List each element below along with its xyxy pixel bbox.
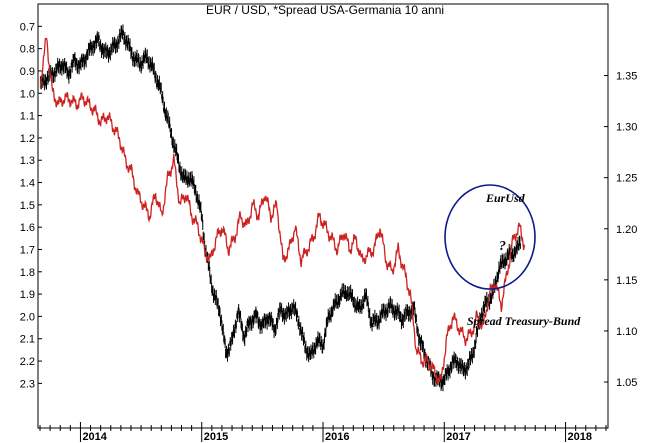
- x-axis: 2014 2015 2016 2017 2018: [39, 422, 607, 443]
- left-tick-label: 1.2: [20, 133, 35, 145]
- right-tick-label: 1.25: [616, 173, 637, 185]
- right-tick-label: 1.10: [616, 326, 637, 338]
- right-axis: 1.35 1.30 1.25 1.20 1.15 1.10 1.05: [604, 71, 637, 389]
- left-tick-label: 1.9: [20, 289, 35, 301]
- left-tick-label: 1.6: [20, 222, 35, 234]
- annotation-eurusd: EurUsd: [485, 191, 526, 205]
- left-tick-label: 2.1: [20, 334, 35, 346]
- left-tick-label: 0.9: [20, 66, 35, 78]
- left-tick-label: 1.4: [20, 178, 35, 190]
- left-tick-label: 2.3: [20, 378, 35, 390]
- x-tick-label: 2014: [82, 431, 107, 443]
- left-tick-label: 2.2: [20, 356, 35, 368]
- left-axis: 0.7 0.8 0.9 1.0 1.1 1.2 1.3 1.4 1.5 1.6 1.7 1.8 1.9 2…: [20, 21, 42, 390]
- left-tick-label: 1.5: [20, 200, 35, 212]
- annotation-question: ?: [499, 239, 506, 254]
- right-tick-label: 1.20: [616, 224, 637, 236]
- left-tick-label: 1.0: [20, 88, 35, 100]
- highlight-circle: [444, 184, 536, 290]
- left-tick-label: 1.3: [20, 155, 35, 167]
- left-tick-label: 0.8: [20, 44, 35, 56]
- chart-title: EUR / USD, *Spread USA-Germania 10 anni: [206, 3, 444, 17]
- left-tick-label: 1.1: [20, 111, 35, 123]
- x-tick-label: 2016: [325, 431, 349, 443]
- left-tick-label: 1.8: [20, 267, 35, 279]
- left-tick-label: 2.0: [20, 311, 35, 323]
- spread-line: [39, 37, 526, 385]
- right-tick-label: 1.15: [616, 275, 637, 287]
- x-tick-label: 2018: [568, 431, 592, 443]
- right-tick-label: 1.05: [616, 377, 637, 389]
- left-tick-label: 0.7: [20, 21, 35, 33]
- x-tick-label: 2015: [204, 431, 228, 443]
- right-tick-label: 1.30: [616, 122, 637, 134]
- series-spread: [39, 37, 526, 385]
- annotation-spread: Spread Treasury-Bund: [467, 314, 581, 328]
- left-tick-label: 1.7: [20, 244, 35, 256]
- x-tick-label: 2017: [446, 431, 470, 443]
- right-tick-label: 1.35: [616, 71, 637, 83]
